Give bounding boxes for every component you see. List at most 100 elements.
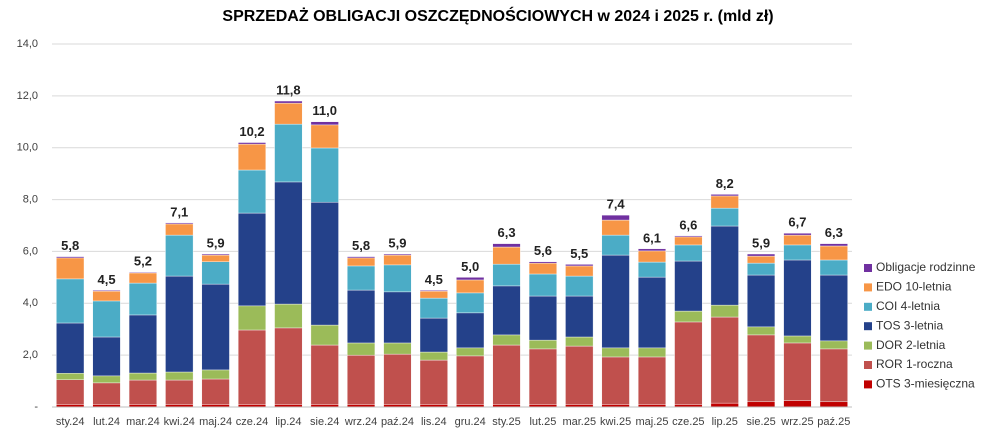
bar-segment [237,305,267,331]
bar-segment [310,124,339,149]
bar-segment [456,292,485,314]
bar-segment [528,261,557,264]
bar-segment [456,312,485,349]
total-label: 5,8 [352,238,370,253]
bar-segment [492,344,521,405]
bar-segment [274,123,303,183]
bar-segment [310,121,339,126]
bar-segment [492,334,521,346]
bar-segment [419,359,448,405]
x-tick-label: sie.24 [310,416,339,428]
bar-segment [783,244,812,261]
bar-segment [128,314,157,374]
total-label: 5,9 [207,235,225,250]
bar-segment [492,285,521,336]
total-label: 10,2 [239,124,264,139]
bar-segment [347,256,376,259]
bar-segment [710,195,739,209]
legend-label: ROR 1-roczna [876,357,953,371]
bar-segment [528,295,557,341]
total-label: 8,2 [716,176,734,191]
y-tick-label: 8,0 [23,193,38,205]
legend-swatch [864,380,872,389]
bar-segment [165,371,194,381]
bar-segment [637,248,667,252]
total-label: 7,1 [170,204,188,219]
bar-segment [56,379,85,405]
bar-segment [128,379,157,405]
bar-segment [637,261,667,278]
x-tick-label: paź.25 [817,416,850,428]
total-label: 6,3 [498,225,516,240]
bar-segment [383,253,412,256]
bar-segment [383,342,412,355]
bar-segment [237,212,267,307]
total-label: 11,0 [312,103,337,118]
y-tick-label: 6,0 [23,245,38,257]
bar-segment [92,375,121,384]
total-label: 6,3 [825,225,843,240]
bar-segment [383,291,412,344]
bar-segment [165,223,194,236]
bar-segment [274,303,303,329]
x-tick-label: sie.25 [746,416,775,428]
bar-segment [383,254,412,266]
bar-segment [56,373,85,380]
bar-segment [310,324,339,346]
total-label: 7,4 [607,197,626,212]
bar-segment [747,334,776,403]
bar-segment [201,253,230,256]
bar-segment [783,342,812,401]
bar-segment [819,243,848,247]
bar-segment [274,327,303,405]
chart-title: SPRZEDAŻ OBLIGACJI OSZCZĘDNOŚCIOWYCH w 2… [222,6,773,25]
x-tick-label: maj.24 [199,416,232,428]
legend-label: EDO 10-letnia [876,280,952,294]
bar-segment [528,348,557,405]
legend-swatch [864,302,872,311]
bar-segment [637,276,667,349]
bar-segment [710,194,739,197]
bar-segment [237,142,267,145]
bar-segment [637,250,667,263]
bar-segment [347,342,376,356]
bar-segment [456,277,485,281]
bar-segment [601,219,630,236]
bar-segment [601,356,630,405]
bar-segment [747,262,776,276]
bar-segment [237,143,267,171]
bar-segment [201,283,230,371]
bar-segment [747,274,776,328]
bar-segment [528,262,557,275]
bar-segment [710,207,739,227]
bar-segment [201,254,230,263]
bar-segment [383,353,412,405]
bar-segment [783,259,812,337]
bar-segment [710,316,739,404]
bar-segment [565,295,594,338]
total-label: 6,6 [679,217,697,232]
bar-segment [601,234,630,256]
bar-segment [819,259,848,276]
bar-segment [783,233,812,236]
bar-segment [747,326,776,336]
bar-segment [347,354,376,405]
bar-segment [419,317,448,353]
bar-segment [237,169,267,214]
bar-segment [128,372,157,381]
bar-segment [419,290,448,292]
legend-label: Obligacje rodzinne [876,260,976,274]
bar-segment [92,300,121,338]
bar-segment [310,344,339,405]
bar-segment [419,290,448,299]
bar-segment [347,265,376,291]
legend-swatch [864,341,872,350]
bar-segment [128,282,157,316]
bar-segment [674,244,703,262]
bar-segment [747,253,776,257]
bar-segment [56,256,85,259]
total-label: 5,5 [570,246,588,261]
bar-segment [310,201,339,326]
bar-segment [56,322,85,374]
bar-segment [819,245,848,261]
